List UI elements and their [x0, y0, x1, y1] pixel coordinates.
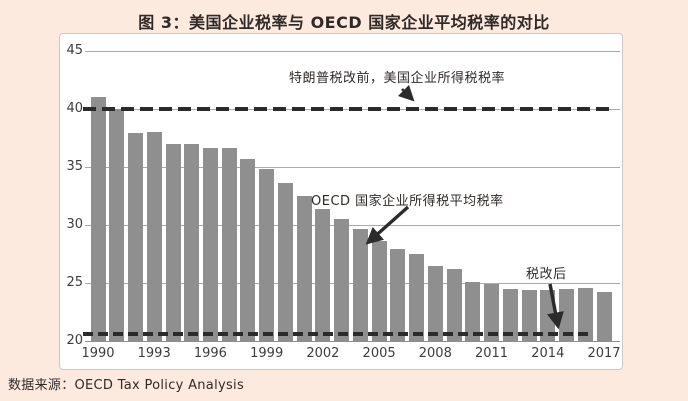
x-axis-tick-1990: 1990: [81, 346, 115, 361]
gridline-30: [85, 225, 620, 226]
y-axis-tick-30: 30: [66, 217, 83, 232]
chart-title: 图 3：美国企业税率与 OECD 国家企业平均税率的对比: [138, 13, 550, 32]
x-axis-tick-2008: 2008: [418, 346, 452, 361]
bar-2006: [390, 249, 406, 341]
bar-2003: [334, 219, 350, 341]
bar-1998: [240, 158, 256, 341]
y-axis-tick-25: 25: [66, 275, 83, 290]
y-axis-tick-40: 40: [66, 101, 83, 116]
data-source-note: 数据来源：OECD Tax Policy Analysis: [8, 378, 245, 393]
arrow-down-left-icon: [365, 205, 410, 245]
chart-panel: 20 25 30 35 40 45 1990 1993 1996 1999 2002 2005 2008…: [59, 33, 623, 370]
annotation-post-reform-label: 税改后: [526, 267, 567, 282]
annotation-oecd-average-label: OECD 国家企业所得税平均税率: [311, 194, 504, 209]
bar-1993: [146, 132, 162, 341]
y-axis-tick-35: 35: [66, 159, 83, 174]
gridline-35: [85, 167, 620, 168]
x-axis-tick-2017: 2017: [587, 346, 621, 361]
dashed-line-post-reform-rate: [83, 332, 589, 336]
bar-1991: [109, 109, 125, 341]
bar-2011: [484, 284, 499, 341]
y-axis-tick-45: 45: [66, 43, 83, 58]
bar-1990: [90, 97, 106, 341]
x-axis-line: [85, 341, 620, 342]
x-axis-tick-1999: 1999: [250, 346, 284, 361]
gridline-25: [85, 283, 620, 284]
bar-2005: [371, 241, 387, 341]
bar-1996: [202, 148, 218, 341]
bar-2016: [577, 287, 593, 341]
bar-2001: [296, 196, 312, 341]
bar-1995: [184, 143, 200, 341]
x-axis-tick-2005: 2005: [362, 346, 396, 361]
bar-1992: [128, 133, 143, 341]
bar-2013: [521, 290, 537, 341]
x-axis-tick-1996: 1996: [193, 346, 227, 361]
x-axis-tick-1993: 1993: [137, 346, 171, 361]
annotation-pre-reform-label: 特朗普税改前，美国企业所得税税率: [289, 71, 506, 86]
bar-2010: [465, 281, 481, 341]
arrow-down-right-icon: [397, 84, 415, 102]
x-axis-tick-2014: 2014: [531, 346, 565, 361]
x-axis-tick-2002: 2002: [306, 346, 340, 361]
arrow-down-icon: [547, 283, 564, 330]
bar-2004: [352, 228, 368, 341]
dashed-line-pre-reform-rate: [83, 107, 614, 111]
gridline-45: [85, 51, 620, 52]
bar-2017: [596, 292, 612, 341]
plot-area: 20 25 30 35 40 45 1990 1993 1996 1999 2002 2005 2008…: [60, 34, 622, 369]
bar-2007: [409, 254, 425, 341]
y-axis-tick-20: 20: [66, 333, 83, 348]
bar-2008: [427, 265, 443, 341]
bar-1994: [165, 143, 181, 341]
bar-2009: [446, 269, 462, 341]
bar-1997: [221, 148, 237, 341]
x-axis-tick-2011: 2011: [474, 346, 509, 361]
bar-2000: [277, 183, 293, 341]
bar-1999: [259, 169, 275, 341]
bar-2002: [315, 208, 331, 341]
bar-2012: [502, 288, 518, 341]
